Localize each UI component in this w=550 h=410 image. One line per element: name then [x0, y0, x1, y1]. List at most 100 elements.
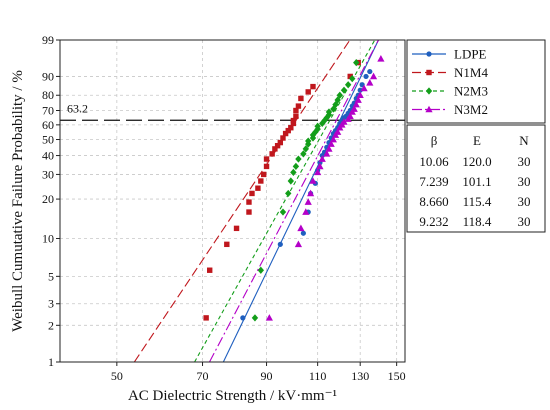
data-point-n3m2 — [314, 168, 322, 176]
data-point-n3m2 — [265, 314, 273, 321]
fit-line-n3m2 — [208, 40, 380, 362]
legend-marker-ldpe — [426, 51, 432, 57]
y-tick-label: 70 — [42, 104, 54, 118]
data-point-n2m3 — [302, 145, 310, 153]
legend-label-ldpe: LDPE — [454, 47, 487, 62]
y-tick-label: 60 — [42, 118, 54, 132]
y-axis-title: Weibull Cumutative Failure Probability /… — [10, 70, 26, 332]
data-point-n2m3 — [257, 266, 265, 274]
data-point-n2m3 — [344, 81, 352, 89]
data-point-n2m3 — [290, 168, 297, 176]
data-point-n2m3 — [340, 86, 348, 94]
legend-marker-n3m2 — [425, 105, 433, 113]
data-point-n2m3 — [287, 177, 295, 185]
y-tick-label: 10 — [42, 232, 54, 246]
data-point-n2m3 — [285, 189, 292, 198]
data-point-n3m2 — [318, 155, 326, 162]
data-point-n3m2 — [340, 118, 348, 125]
x-axis-title: AC Dielectric Strength / kV·mm⁻¹ — [128, 388, 337, 404]
data-point-n1m4 — [290, 120, 297, 127]
data-point-n2m3 — [292, 162, 300, 171]
data-point-n1m4 — [290, 117, 297, 124]
data-point-n3m2 — [334, 128, 342, 135]
stats-eta-n3m2: 118.4 — [463, 214, 492, 229]
x-tick-label: 90 — [261, 369, 273, 383]
data-point-n1m4 — [203, 315, 209, 321]
x-tick-label: 70 — [197, 369, 209, 383]
data-point-n1m4 — [233, 225, 240, 232]
stats-n-n1m4: 30 — [518, 174, 531, 189]
data-point-n1m4 — [295, 103, 302, 109]
fit-line-n2m3 — [194, 40, 376, 362]
data-point-n1m4 — [269, 151, 275, 157]
legend-marker-n2m3 — [425, 87, 433, 95]
data-point-n1m4 — [282, 130, 289, 137]
data-point-n1m4 — [285, 127, 291, 134]
data-point-n1m4 — [274, 143, 281, 149]
data-point-n3m2 — [356, 91, 364, 99]
y-tick-label: 2 — [48, 318, 54, 332]
data-point-n1m4 — [260, 171, 267, 178]
data-point-n3m2 — [377, 55, 385, 62]
stats-header-eta: E — [473, 133, 481, 148]
data-point-n1m4 — [293, 113, 299, 119]
data-point-n3m2 — [294, 240, 303, 248]
points-n3m2 — [265, 55, 385, 321]
y-tick-label: 1 — [48, 355, 54, 369]
plot-area — [60, 40, 405, 362]
data-point-n1m4 — [249, 190, 255, 197]
x-tick-label: 130 — [351, 369, 369, 383]
data-point-n3m2 — [329, 135, 337, 143]
data-point-n1m4 — [298, 95, 304, 102]
data-point-n3m2 — [346, 112, 354, 120]
data-point-n2m3 — [349, 75, 356, 83]
data-point-n1m4 — [277, 139, 284, 146]
y-tick-label: 3 — [48, 297, 54, 311]
data-point-n2m3 — [353, 58, 360, 67]
data-point-n3m2 — [350, 105, 358, 112]
y-tick-label: 90 — [42, 69, 54, 83]
data-point-ldpe — [277, 241, 283, 247]
x-tick-label: 50 — [111, 369, 123, 383]
points-n1m4 — [203, 59, 361, 321]
stats-beta-n1m4: 7.239 — [419, 174, 448, 189]
data-point-n2m3 — [314, 122, 321, 130]
stats-n-ldpe: 30 — [518, 154, 531, 169]
points-n2m3 — [251, 58, 360, 322]
stats-eta-n1m4: 101.1 — [462, 174, 491, 189]
data-point-n3m2 — [360, 84, 368, 92]
data-point-n2m3 — [336, 91, 344, 99]
data-point-n1m4 — [207, 267, 213, 273]
stats-beta-n3m2: 9.232 — [419, 214, 448, 229]
data-point-n1m4 — [255, 185, 261, 191]
data-point-n3m2 — [327, 140, 335, 147]
stats-eta-n2m3: 115.4 — [463, 194, 492, 209]
stats-header-n: N — [519, 133, 529, 148]
data-point-n3m2 — [304, 198, 312, 205]
legend-label-n3m2: N3M2 — [454, 102, 488, 117]
data-point-n1m4 — [263, 163, 270, 170]
y-tick-label: 40 — [42, 149, 54, 163]
data-point-n3m2 — [366, 78, 374, 86]
stats-eta-ldpe: 120.0 — [462, 154, 491, 169]
legend-marker-n1m4 — [426, 69, 432, 76]
data-point-n3m2 — [307, 189, 315, 197]
legend-label-n1m4: N1M4 — [454, 65, 488, 80]
data-point-ldpe — [357, 87, 363, 93]
data-point-ldpe — [367, 68, 373, 75]
data-point-n3m2 — [309, 177, 317, 184]
y-tick-label: 20 — [42, 192, 54, 206]
data-point-n2m3 — [305, 137, 312, 145]
reference-line-label: 63.2 — [67, 101, 88, 115]
data-point-n2m3 — [300, 150, 307, 158]
y-tick-label: 30 — [42, 167, 54, 181]
y-tick-label: 50 — [42, 133, 54, 147]
data-point-n3m2 — [302, 208, 310, 215]
data-point-n1m4 — [246, 199, 252, 205]
x-tick-label: 110 — [309, 369, 327, 383]
data-point-n2m3 — [251, 314, 259, 322]
data-point-ldpe — [300, 230, 306, 236]
data-point-n1m4 — [347, 73, 353, 80]
